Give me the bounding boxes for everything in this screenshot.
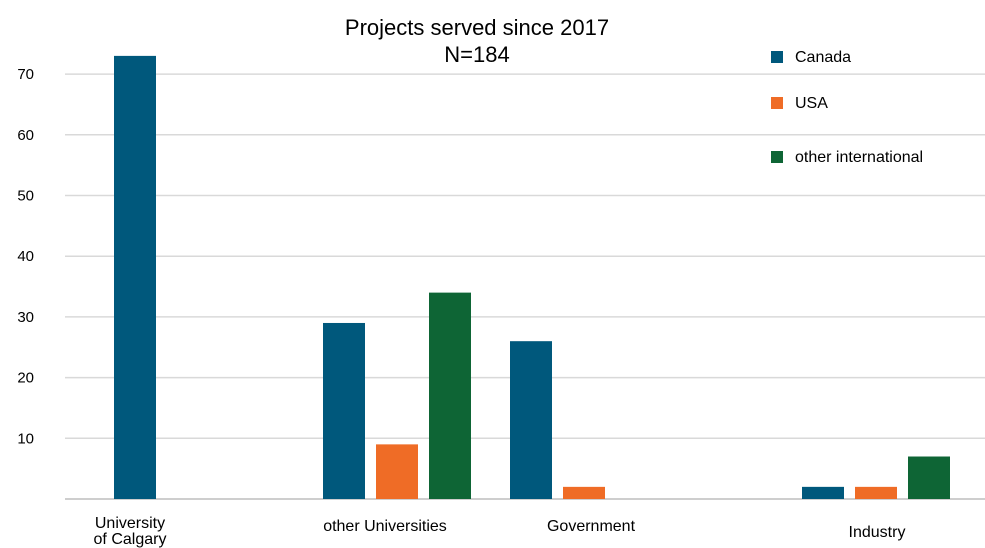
bar-usa-2 [563, 486, 605, 499]
legend-label: other international [795, 149, 923, 166]
legend-label: USA [795, 95, 828, 112]
bar-canada-0 [114, 55, 156, 499]
x-category-label: other Universities [323, 518, 447, 535]
bar-other-international-3 [908, 456, 950, 499]
x-category-label: University [95, 515, 165, 532]
gridlines [65, 73, 985, 500]
legend-swatch-canada [771, 51, 783, 63]
y-tick-label: 10 [17, 430, 34, 447]
y-tick-label: 50 [17, 188, 34, 205]
bar-usa-1 [376, 444, 418, 499]
x-category-label: of Calgary [94, 531, 167, 548]
y-tick-label: 60 [17, 127, 34, 144]
legend: Canada USA other international [771, 49, 923, 166]
bar-usa-3 [855, 486, 897, 499]
bar-other-international-1 [429, 292, 471, 499]
y-tick-label: 40 [17, 248, 34, 265]
y-tick-label: 70 [17, 66, 34, 83]
chart-subtitle: N=184 [444, 42, 509, 67]
y-tick-label: 20 [17, 370, 34, 387]
bar-canada-3 [802, 486, 844, 499]
chart-title: Projects served since 2017 [345, 15, 609, 40]
bar-canada-1 [323, 322, 365, 499]
legend-swatch-usa [771, 97, 783, 109]
bars [114, 55, 950, 499]
legend-swatch-other-international [771, 151, 783, 163]
bar-canada-2 [510, 341, 552, 499]
y-tick-label: 30 [17, 309, 34, 326]
legend-label: Canada [795, 49, 851, 66]
x-category-label: Industry [849, 524, 906, 541]
x-category-label: Government [547, 518, 636, 535]
y-axis-ticks: 10 20 30 40 50 60 70 [17, 66, 34, 447]
